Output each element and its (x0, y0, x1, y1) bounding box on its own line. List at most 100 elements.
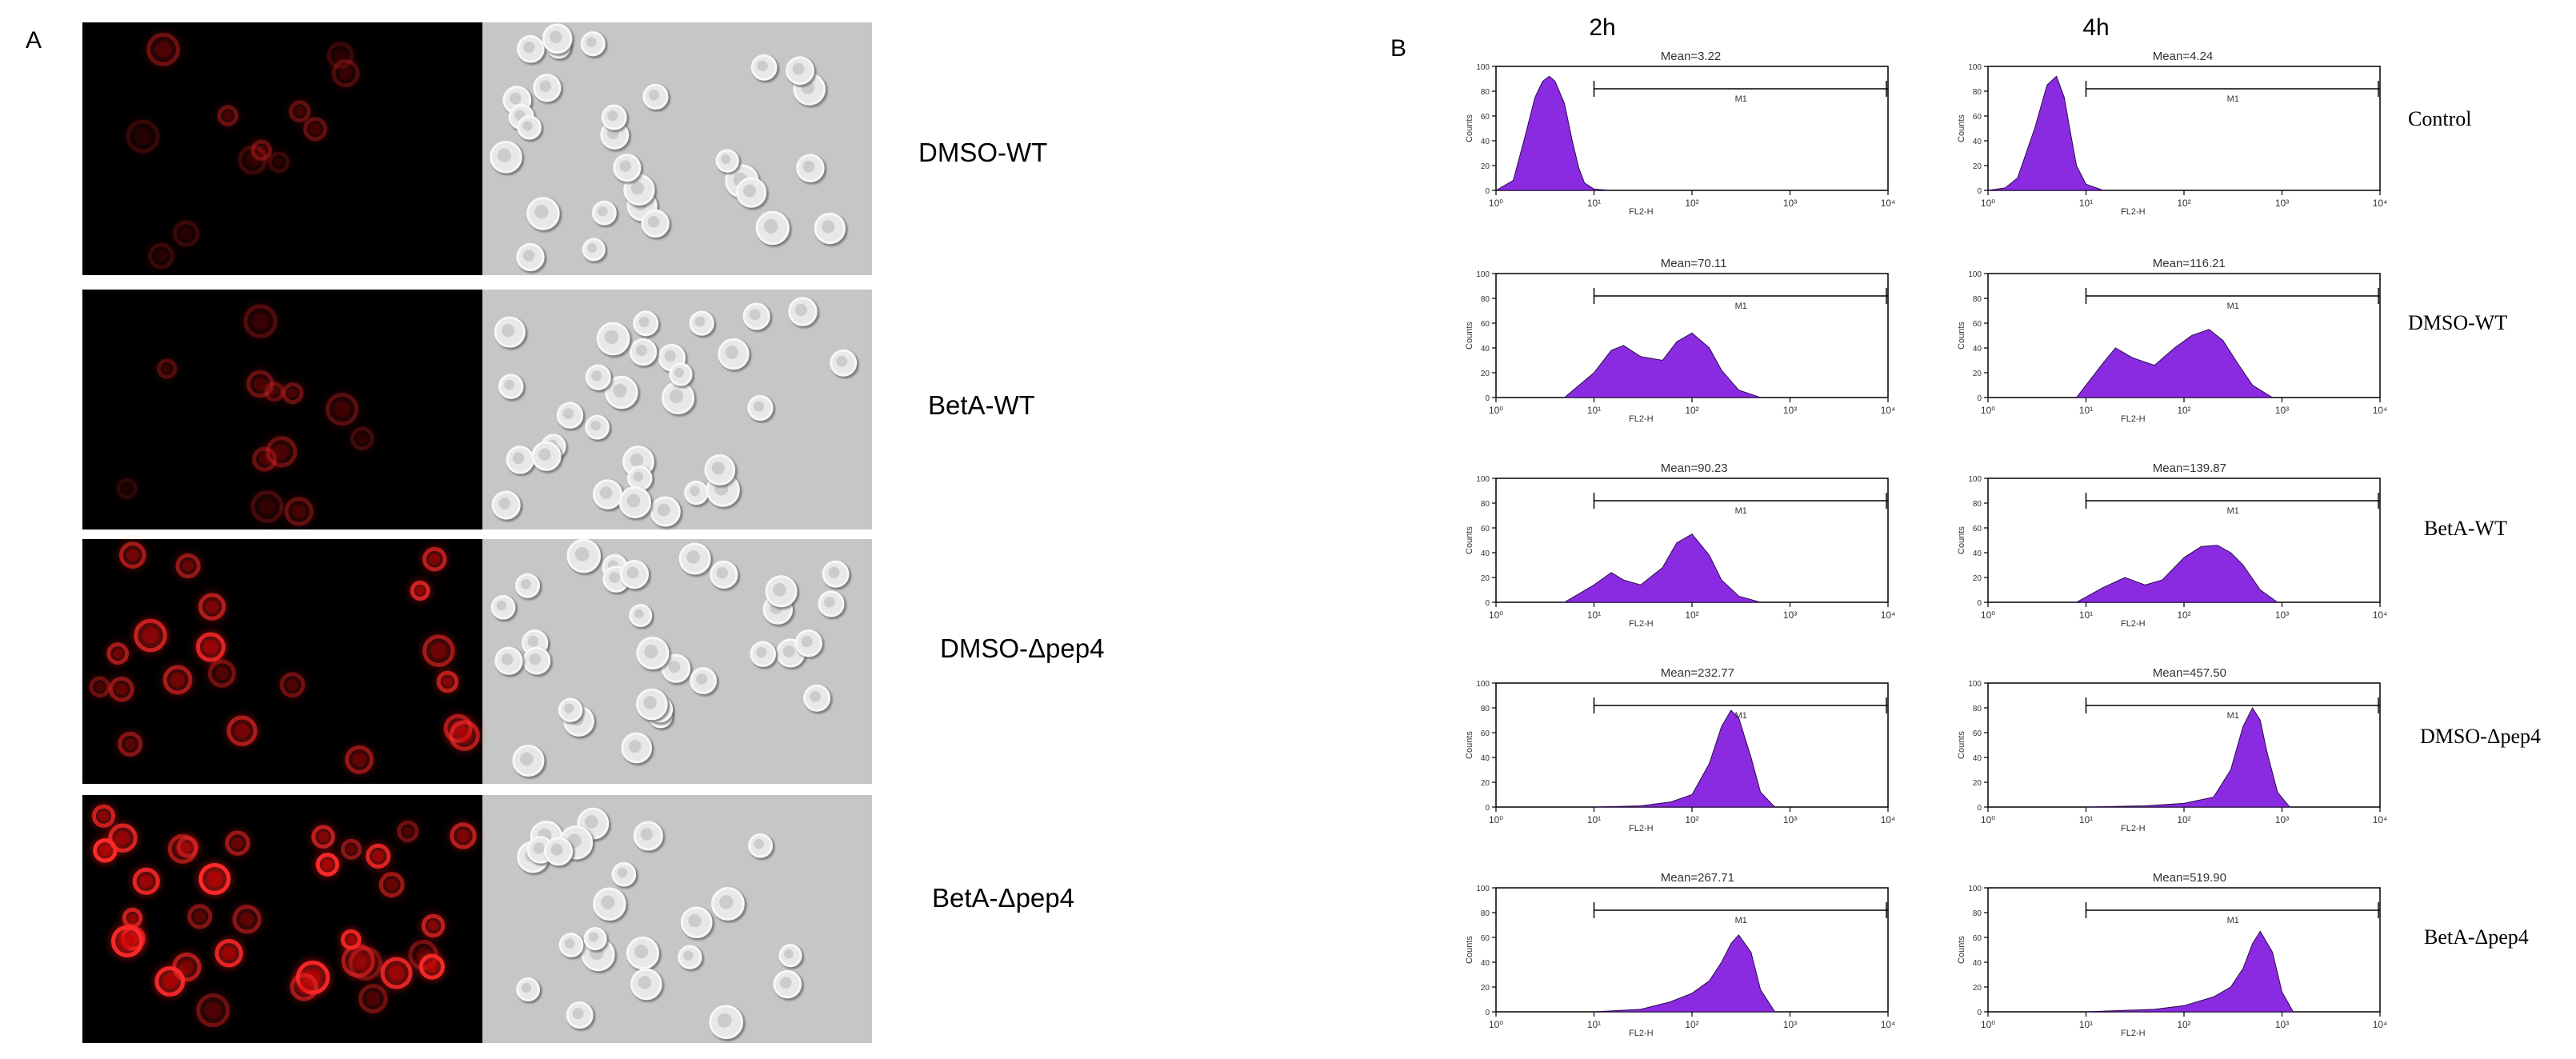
x-tick-label: 10⁴ (1881, 405, 1896, 416)
y-tick-label: 80 (1481, 500, 1490, 509)
time-label-2h: 2h (1589, 14, 1615, 41)
x-tick-label: 10³ (1783, 1019, 1797, 1030)
y-tick-label: 40 (1973, 345, 1982, 354)
y-tick-label: 60 (1973, 729, 1982, 738)
gate-label: M1 (1735, 711, 1747, 721)
y-tick-label: 20 (1481, 162, 1490, 171)
panel-a-rows (82, 22, 872, 1043)
x-tick-label: 10⁴ (2373, 609, 2388, 621)
y-tick-label: 80 (1481, 88, 1490, 97)
y-axis-label: Counts (1465, 526, 1474, 554)
x-tick-label: 10³ (2275, 198, 2289, 209)
panel-b-letter: B (1390, 35, 1406, 62)
y-tick-label: 60 (1481, 113, 1490, 122)
y-axis-label: Counts (1957, 526, 1966, 554)
x-tick-label: 10² (2177, 609, 2190, 621)
x-tick-label: 10⁴ (2373, 198, 2388, 209)
histogram-dmso-pep4-4h: Mean=457.50 M1 10⁰ 10¹ 10² 10³ 10⁴ FL2-H 0 20 40 60… (1957, 666, 2387, 833)
x-tick-label: 10¹ (2079, 814, 2093, 825)
y-tick-label: 100 (1968, 475, 1982, 484)
y-tick-label: 80 (1973, 295, 1982, 304)
histogram-beta-pep4-2h: Mean=267.71 M1 10⁰ 10¹ 10² 10³ 10⁴ FL2-H 0 20 40 60… (1465, 871, 1895, 1038)
histogram-area (1987, 75, 2104, 191)
mean-label: Mean=90.23 (1661, 462, 1728, 475)
x-tick-label: 10¹ (1587, 405, 1601, 416)
time-label-4h: 4h (2082, 14, 2109, 41)
y-tick-label: 100 (1968, 270, 1982, 279)
gate-label: M1 (2227, 94, 2239, 104)
y-tick-label: 60 (1481, 729, 1490, 738)
condition-label-dmso-pep4: DMSO-Δpep4 (2420, 725, 2541, 748)
mean-label: Mean=232.77 (1661, 666, 1734, 680)
x-tick-label: 10⁰ (1981, 814, 1995, 825)
brightfield-cells (516, 807, 805, 1041)
histogram-area (1562, 533, 1761, 603)
histogram-area (2074, 545, 2279, 603)
x-axis-label: FL2-H (2121, 824, 2146, 833)
y-tick-label: 0 (1485, 804, 1490, 813)
x-tick-label: 10⁰ (1489, 814, 1503, 825)
histogram-area (1594, 934, 1775, 1013)
x-axis-label: FL2-H (1629, 1029, 1654, 1038)
y-tick-label: 20 (1481, 984, 1490, 993)
x-tick-label: 10¹ (1587, 198, 1601, 209)
y-tick-label: 20 (1973, 574, 1982, 583)
y-axis-label: Counts (1465, 322, 1474, 350)
histogram-area (2086, 706, 2291, 808)
x-tick-label: 10⁰ (1981, 198, 1995, 209)
y-tick-label: 20 (1973, 370, 1982, 378)
row-label-dmso-wt: DMSO-WT (918, 138, 1047, 167)
fluorescent-cells (90, 803, 478, 1029)
micrograph-row-2 (82, 290, 872, 530)
brightfield-cells (490, 23, 848, 274)
histogram-dmso-wt-4h: Mean=116.21 M1 10⁰ 10¹ 10² 10³ 10⁴ FL2-H 0 20 40 60… (1957, 257, 2387, 424)
x-tick-label: 10² (1685, 1019, 1698, 1030)
histogram-control-2h: Mean=3.22 M1 10⁰ 10¹ 10² 10³ 10⁴ FL2-H 0 20 40 60 80… (1465, 50, 1895, 217)
x-tick-label: 10³ (2275, 814, 2289, 825)
y-tick-label: 60 (1481, 525, 1490, 533)
x-tick-label: 10⁴ (2373, 405, 2388, 416)
y-tick-label: 20 (1973, 162, 1982, 171)
x-tick-label: 10⁴ (1881, 1019, 1896, 1030)
y-tick-label: 0 (1977, 599, 1982, 608)
y-tick-label: 100 (1476, 680, 1490, 689)
gate-label: M1 (2227, 916, 2239, 925)
x-tick-label: 10⁰ (1489, 198, 1503, 209)
histogram-area (1594, 709, 1775, 808)
x-tick-label: 10³ (2275, 609, 2289, 621)
x-tick-label: 10² (2177, 405, 2190, 416)
y-tick-label: 100 (1476, 475, 1490, 484)
y-tick-label: 80 (1481, 909, 1490, 918)
y-axis-label: Counts (1465, 731, 1474, 759)
y-tick-label: 0 (1977, 804, 1982, 813)
plot-frame (1495, 682, 1889, 808)
y-tick-label: 20 (1973, 984, 1982, 993)
y-tick-label: 40 (1973, 754, 1982, 763)
y-tick-label: 40 (1973, 959, 1982, 968)
y-tick-label: 60 (1973, 934, 1982, 943)
row-label-beta-wt: BetA-WT (928, 390, 1035, 420)
histogram-area (2075, 329, 2273, 398)
gate-label: M1 (1735, 916, 1747, 925)
fluorescence-image (82, 290, 482, 530)
y-tick-label: 20 (1481, 370, 1490, 378)
x-tick-label: 10¹ (1587, 1019, 1601, 1030)
y-tick-label: 60 (1481, 320, 1490, 329)
x-tick-label: 10² (2177, 1019, 2190, 1030)
plot-frame (1987, 887, 2381, 1013)
y-tick-label: 100 (1968, 680, 1982, 689)
x-tick-label: 10² (1685, 609, 1698, 621)
x-axis-label: FL2-H (2121, 619, 2146, 629)
mean-label: Mean=116.21 (2153, 257, 2226, 270)
y-tick-label: 100 (1968, 885, 1982, 893)
y-tick-label: 100 (1476, 885, 1490, 893)
y-tick-label: 40 (1481, 754, 1490, 763)
x-axis-label: FL2-H (2121, 414, 2146, 424)
gate-label: M1 (2227, 302, 2239, 311)
y-tick-label: 80 (1973, 909, 1982, 918)
histogram-dmso-wt-2h: Mean=70.11 M1 10⁰ 10¹ 10² 10³ 10⁴ FL2-H 0 20 40 60 8… (1465, 257, 1895, 424)
x-tick-label: 10⁴ (1881, 814, 1896, 825)
y-axis-label: Counts (1957, 322, 1966, 350)
x-tick-label: 10⁴ (2373, 1019, 2388, 1030)
y-tick-label: 20 (1973, 779, 1982, 788)
